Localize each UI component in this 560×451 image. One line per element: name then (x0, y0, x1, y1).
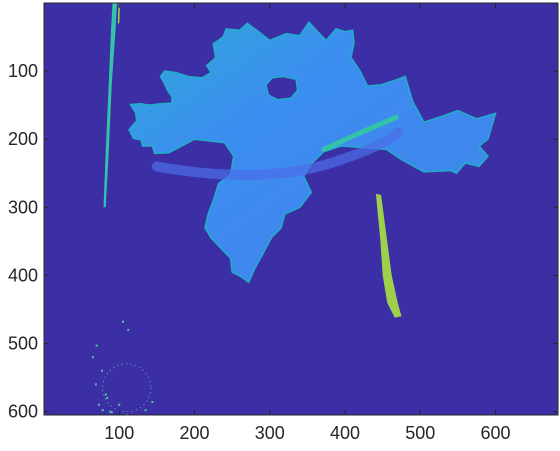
leaf-midrib-shadow (151, 127, 403, 180)
y-tick-label: 100 (8, 61, 38, 81)
speckle-point (106, 396, 109, 399)
speckle-point (110, 411, 113, 414)
x-tick-label: 500 (405, 423, 435, 443)
speckle-point (91, 356, 94, 359)
speckle-point (122, 320, 125, 323)
y-tick-label: 400 (8, 265, 38, 285)
speckle-point (94, 383, 97, 386)
speckle-point (104, 393, 107, 396)
x-tick-label: 100 (104, 423, 134, 443)
speckle-point (109, 410, 112, 413)
axes-box (43, 2, 559, 416)
leaf-vein (321, 114, 399, 152)
x-tick-label: 400 (330, 423, 360, 443)
left-streak (103, 3, 117, 208)
leaf-body (128, 20, 497, 284)
speckle-point (100, 369, 103, 372)
left-streak-top (117, 3, 120, 24)
speckle-point (118, 403, 121, 406)
speckle-point (101, 409, 104, 412)
x-tick-label: 200 (179, 423, 209, 443)
speckle-point (144, 409, 147, 412)
circle-artifact (102, 363, 152, 413)
speckle-point (97, 403, 100, 406)
y-axis: 100 200 300 400 500 600 (8, 61, 558, 422)
y-tick-label: 600 (8, 402, 38, 422)
y-tick-label: 300 (8, 197, 38, 217)
speckle-point (151, 401, 154, 404)
y-tick-label: 500 (8, 333, 38, 353)
speckle-point (95, 344, 98, 347)
x-tick-label: 300 (255, 423, 285, 443)
y-tick-label: 200 (8, 129, 38, 149)
speckle-point (127, 328, 130, 331)
x-axis: 100 200 300 400 500 600 (104, 3, 511, 443)
x-tick-label: 600 (481, 423, 511, 443)
leaf-stem (375, 193, 402, 318)
